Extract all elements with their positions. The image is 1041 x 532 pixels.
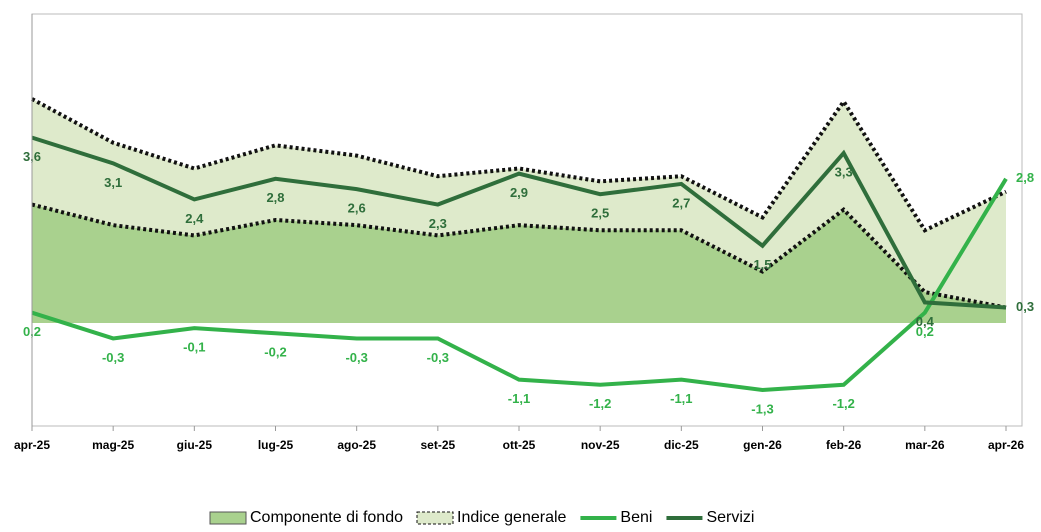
data-label: 0,2: [916, 324, 934, 339]
data-label: -0,3: [102, 350, 124, 365]
data-label: 2,4: [185, 211, 204, 226]
x-tick-label: lug-25: [258, 438, 294, 452]
data-label: 0,3: [1016, 299, 1034, 314]
data-label: 1,5: [753, 257, 771, 272]
data-label: 0,4: [916, 314, 935, 329]
data-label: 2,8: [1016, 170, 1034, 185]
data-label: -0,1: [183, 340, 205, 355]
line: [31, 177, 1008, 392]
area: [32, 204, 1006, 323]
x-tick-label: apr-25: [14, 438, 50, 452]
x-tick-label: mag-25: [92, 438, 134, 452]
data-label: -1,2: [589, 396, 611, 411]
data-label: -0,3: [345, 350, 367, 365]
x-tick-label: dic-25: [664, 438, 699, 452]
x-tick-label: gen-26: [743, 438, 782, 452]
data-label: -1,3: [751, 401, 773, 416]
x-tick-label: set-25: [420, 438, 455, 452]
data-label: -1,2: [832, 396, 854, 411]
legend-label: Beni: [620, 509, 652, 526]
x-tick-label: ago-25: [337, 438, 376, 452]
data-label: 3,3: [835, 164, 853, 179]
data-label: -1,1: [508, 391, 530, 406]
data-label: 2,5: [591, 206, 609, 221]
legend-label: Componente di fondo: [250, 509, 403, 526]
legend-swatch: [416, 511, 454, 525]
legend-label: Servizi: [706, 509, 754, 526]
data-label: 3,1: [104, 175, 122, 190]
x-tick-label: mar-26: [905, 438, 945, 452]
x-tick-label: apr-26: [988, 438, 1024, 452]
data-label: 2,6: [348, 201, 366, 216]
line: [31, 135, 1007, 310]
data-label: 2,8: [266, 190, 284, 205]
legend-label: Indice generale: [457, 509, 567, 526]
x-tick-label: feb-26: [826, 438, 862, 452]
x-tick-label: nov-25: [581, 438, 620, 452]
area-border: [31, 202, 1007, 310]
x-tick-label: ott-25: [503, 438, 536, 452]
data-label: -1,1: [670, 391, 692, 406]
legend-swatch: [209, 511, 247, 525]
x-tick-label: giu-25: [177, 438, 213, 452]
data-label: 2,7: [672, 195, 690, 210]
data-label: 2,9: [510, 185, 528, 200]
data-label: -0,3: [427, 350, 449, 365]
data-label: 2,3: [429, 216, 447, 231]
data-label: -0,2: [264, 345, 286, 360]
